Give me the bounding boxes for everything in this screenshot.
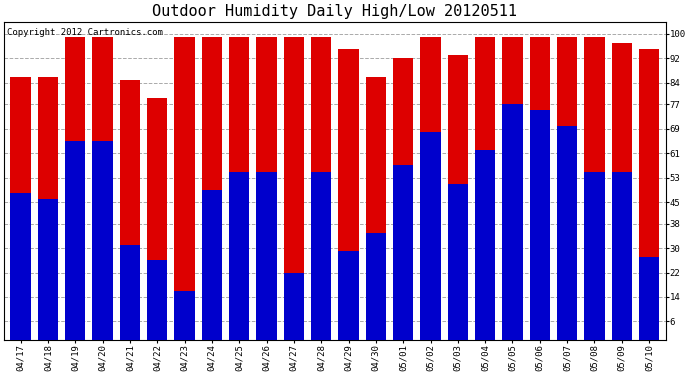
Bar	[420, 132, 441, 340]
Bar	[147, 260, 168, 340]
Bar	[366, 77, 386, 340]
Bar	[639, 49, 660, 340]
Bar	[448, 184, 468, 340]
Bar	[366, 233, 386, 340]
Bar	[475, 37, 495, 340]
Bar	[147, 98, 168, 340]
Bar	[256, 37, 277, 340]
Bar	[284, 37, 304, 340]
Bar	[611, 43, 632, 340]
Bar	[448, 56, 468, 340]
Bar	[65, 37, 86, 340]
Bar	[311, 172, 331, 340]
Bar	[502, 104, 523, 340]
Bar	[229, 37, 250, 340]
Bar	[338, 49, 359, 340]
Bar	[38, 77, 58, 340]
Bar	[502, 37, 523, 340]
Bar	[229, 172, 250, 340]
Bar	[175, 291, 195, 340]
Bar	[92, 141, 112, 340]
Bar	[584, 172, 604, 340]
Bar	[311, 37, 331, 340]
Bar	[201, 37, 222, 340]
Bar	[530, 37, 550, 340]
Bar	[38, 199, 58, 340]
Bar	[119, 245, 140, 340]
Bar	[420, 37, 441, 340]
Text: Copyright 2012 Cartronics.com: Copyright 2012 Cartronics.com	[8, 28, 164, 37]
Title: Outdoor Humidity Daily High/Low 20120511: Outdoor Humidity Daily High/Low 20120511	[152, 4, 518, 19]
Bar	[475, 150, 495, 340]
Bar	[611, 172, 632, 340]
Bar	[201, 190, 222, 340]
Bar	[256, 172, 277, 340]
Bar	[10, 77, 31, 340]
Bar	[393, 165, 413, 340]
Bar	[393, 58, 413, 340]
Bar	[530, 110, 550, 340]
Bar	[65, 141, 86, 340]
Bar	[92, 37, 112, 340]
Bar	[119, 80, 140, 340]
Bar	[284, 273, 304, 340]
Bar	[338, 251, 359, 340]
Bar	[10, 193, 31, 340]
Bar	[584, 37, 604, 340]
Bar	[175, 37, 195, 340]
Bar	[557, 37, 578, 340]
Bar	[639, 257, 660, 340]
Bar	[557, 126, 578, 340]
